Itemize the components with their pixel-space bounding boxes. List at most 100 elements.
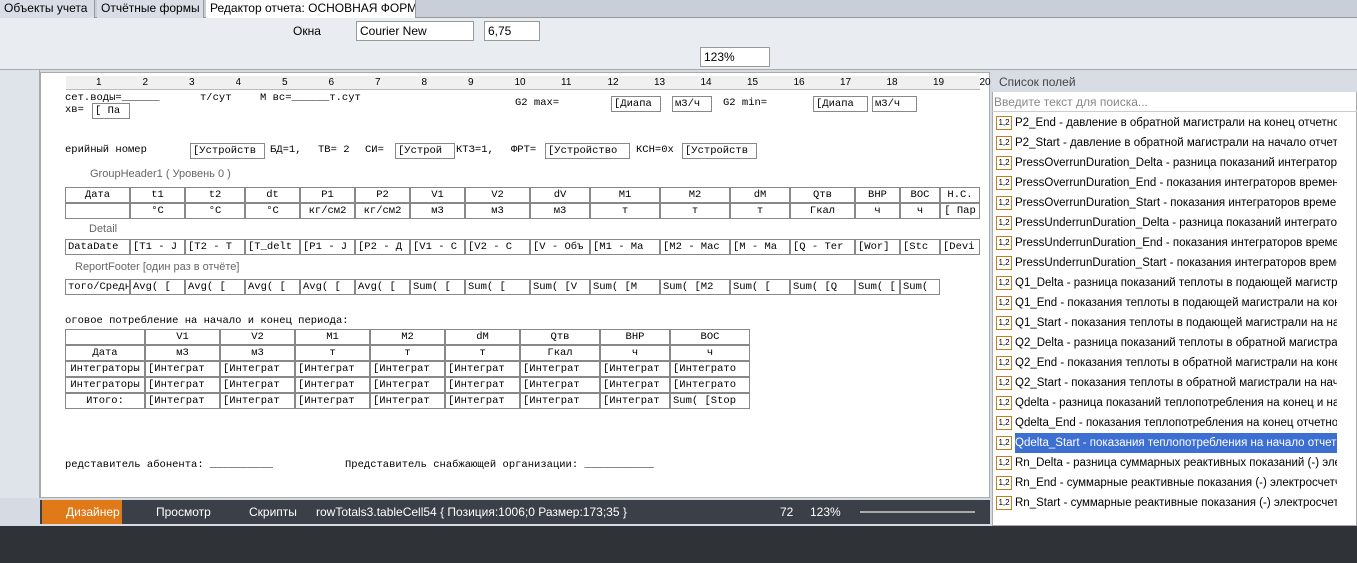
detail-cell: [M1 - Ma bbox=[590, 239, 660, 255]
field-item[interactable]: PressUnderrunDuration_Delta - разница по… bbox=[1015, 217, 1337, 229]
header-cell: M2 bbox=[660, 187, 730, 203]
summary-cell: M2 bbox=[370, 329, 445, 345]
field-item[interactable]: PressUnderrunDuration_End - показания ин… bbox=[1015, 237, 1337, 249]
detail-cell: [Wor] bbox=[855, 239, 900, 255]
text: сет.воды=______ bbox=[65, 93, 160, 104]
field-item[interactable]: Q2_Delta - разница показаний теплоты в о… bbox=[1015, 337, 1337, 349]
footer-cell: Sum( [ bbox=[410, 279, 465, 295]
zoom-box[interactable]: 123% bbox=[700, 47, 770, 67]
field-icon: 1,2 bbox=[996, 156, 1012, 170]
field-item[interactable]: Q1_Delta - разница показаний теплоты в п… bbox=[1015, 277, 1337, 289]
field-search[interactable]: Введите текст для поиска... bbox=[992, 92, 1357, 112]
field-item[interactable]: Rn_End - суммарные реактивные показания … bbox=[1015, 477, 1337, 489]
field-item[interactable]: P2_Start - давление в обратной магистрал… bbox=[1015, 137, 1337, 149]
text: КСН=0х bbox=[636, 144, 674, 156]
field-item[interactable]: Q2_Start - показания теплоты в обратной … bbox=[1015, 377, 1337, 389]
status-bar bbox=[40, 500, 990, 524]
field-item[interactable]: Qdelta_End - показания теплопотребления … bbox=[1015, 417, 1337, 429]
ruler-number: 11 bbox=[561, 77, 572, 88]
field-item[interactable]: Rn_Delta - разница суммарных реактивных … bbox=[1015, 457, 1337, 469]
ruler-number: 14 bbox=[700, 77, 712, 88]
field-item[interactable]: PressOverrunDuration_Start - показания и… bbox=[1015, 197, 1337, 209]
footer-cell: Sum( [ bbox=[465, 279, 530, 295]
text: M вс=______т.сут bbox=[260, 93, 361, 104]
zoom-slider[interactable] bbox=[860, 511, 975, 513]
text: [Устройство bbox=[545, 143, 630, 159]
field-icon: 1,2 bbox=[996, 496, 1012, 510]
font-box[interactable]: Courier New bbox=[356, 21, 474, 41]
detail-cell: DataDate bbox=[65, 239, 130, 255]
summary-cell: м3 bbox=[220, 345, 295, 361]
summary-cell: [Интеграт bbox=[220, 393, 295, 409]
field-item[interactable]: PressUnderrunDuration_Start - показания … bbox=[1015, 257, 1337, 269]
windows-menu[interactable]: Окна bbox=[293, 24, 321, 38]
field-icon: 1,2 bbox=[996, 276, 1012, 290]
header-cell: dV bbox=[530, 187, 590, 203]
text: м3/ч bbox=[672, 96, 712, 112]
header-cell: P1 bbox=[300, 187, 355, 203]
ruler-number: 17 bbox=[840, 77, 852, 88]
header-cell: t2 bbox=[185, 187, 245, 203]
tab[interactable]: Отчётные формы bbox=[97, 0, 204, 18]
text: КТЗ=1, bbox=[456, 144, 494, 156]
tab[interactable]: Объекты учета bbox=[0, 0, 95, 18]
field-item[interactable]: Qdelta - разница показаний теплопотребле… bbox=[1015, 397, 1337, 409]
field-icon: 1,2 bbox=[996, 376, 1012, 390]
summary-cell: [Интеграто bbox=[670, 361, 750, 377]
detail-cell: [V2 - C bbox=[465, 239, 530, 255]
text: БД=1, bbox=[270, 144, 302, 156]
footer-cell: Sum( [ bbox=[855, 279, 900, 295]
footer-cell: Sum( [V bbox=[530, 279, 590, 295]
text: ФРТ= bbox=[511, 144, 537, 156]
ruler-number: 9 bbox=[468, 77, 474, 88]
footer-cell: Avg( [ bbox=[245, 279, 300, 295]
detail-cell: [P2 - Д bbox=[355, 239, 410, 255]
field-item[interactable]: Q1_End - показания теплоты в подающей ма… bbox=[1015, 297, 1337, 309]
text: [Устрой bbox=[395, 143, 455, 159]
field-item[interactable]: PressOverrunDuration_End - показания инт… bbox=[1015, 177, 1337, 189]
header-cell: V2 bbox=[465, 187, 530, 203]
detail-cell: [M2 - Mac bbox=[660, 239, 730, 255]
footer-cell: Sum( [M bbox=[590, 279, 660, 295]
ruler-number: 5 bbox=[282, 77, 288, 88]
ruler-number: 19 bbox=[933, 77, 945, 88]
tab[interactable]: Редактор отчета: ОСНОВНАЯ ФОРМ bbox=[206, 0, 416, 18]
summary-cell: Интеграторы bbox=[65, 377, 145, 393]
field-item[interactable]: Rn_Start - суммарные реактивные показани… bbox=[1015, 497, 1337, 509]
unit-cell: м3 bbox=[410, 203, 465, 219]
detail-cell: [M - Ma bbox=[730, 239, 790, 255]
summary-cell: м3 bbox=[145, 345, 220, 361]
summary-cell: dM bbox=[445, 329, 520, 345]
header-cell: M1 bbox=[590, 187, 660, 203]
field-icon: 1,2 bbox=[996, 456, 1012, 470]
toolbox bbox=[0, 70, 40, 498]
status-tab[interactable]: Просмотр bbox=[156, 505, 211, 519]
footer-cell: того/Средн bbox=[65, 279, 130, 295]
field-icon: 1,2 bbox=[996, 396, 1012, 410]
status-tab[interactable]: Скрипты bbox=[249, 505, 297, 519]
summary-cell: [Интеграт bbox=[600, 393, 670, 409]
header-cell: dM bbox=[730, 187, 790, 203]
summary-cell: Итого: bbox=[65, 393, 145, 409]
field-item[interactable]: Q1_Start - показания теплоты в подающей … bbox=[1015, 317, 1337, 329]
footer-cell: Sum( [M2 bbox=[660, 279, 730, 295]
field-icon: 1,2 bbox=[996, 236, 1012, 250]
ruler-number: 1 bbox=[96, 77, 102, 88]
field-item[interactable]: Qdelta_Start - показания теплопотреблени… bbox=[1015, 433, 1337, 453]
status-tab[interactable]: Дизайнер bbox=[42, 500, 122, 524]
field-item[interactable]: PressOverrunDuration_Delta - разница пок… bbox=[1015, 157, 1337, 169]
text: редставитель абонента: __________ bbox=[65, 459, 273, 471]
header-cell: Н.С. bbox=[940, 187, 980, 203]
text: [Диапа bbox=[611, 96, 661, 112]
field-item[interactable]: Q2_End - показания теплоты в обратной ма… bbox=[1015, 357, 1337, 369]
summary-cell: Sum( [Stop bbox=[670, 393, 750, 409]
size-box[interactable]: 6,75 bbox=[484, 21, 540, 41]
field-icon: 1,2 bbox=[996, 216, 1012, 230]
header-cell: Qтв bbox=[790, 187, 855, 203]
header-cell: t1 bbox=[130, 187, 185, 203]
header-cell: dt bbox=[245, 187, 300, 203]
field-item[interactable]: P2_End - давление в обратной магистрали … bbox=[1015, 117, 1337, 129]
summary-cell: ч bbox=[600, 345, 670, 361]
detail-cell: [T2 - T bbox=[185, 239, 245, 255]
